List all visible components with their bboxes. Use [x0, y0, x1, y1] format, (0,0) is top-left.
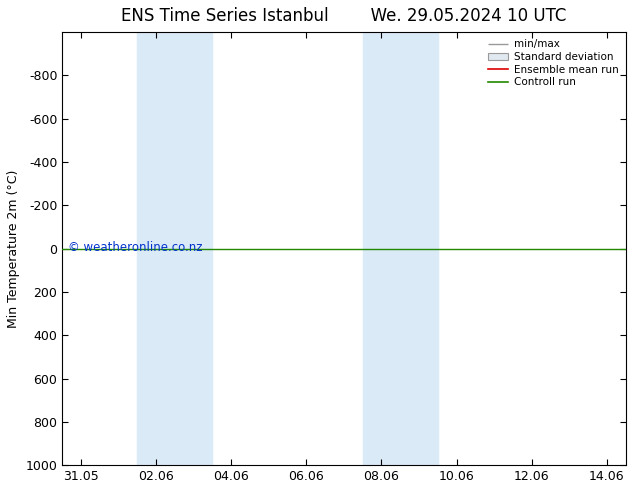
Y-axis label: Min Temperature 2m (°C): Min Temperature 2m (°C) — [7, 170, 20, 328]
Bar — [138, 32, 212, 465]
Text: © weatheronline.co.nz: © weatheronline.co.nz — [68, 241, 202, 254]
Title: ENS Time Series Istanbul        We. 29.05.2024 10 UTC: ENS Time Series Istanbul We. 29.05.2024 … — [121, 7, 567, 25]
Bar — [363, 32, 438, 465]
Legend: min/max, Standard deviation, Ensemble mean run, Controll run: min/max, Standard deviation, Ensemble me… — [486, 37, 621, 89]
